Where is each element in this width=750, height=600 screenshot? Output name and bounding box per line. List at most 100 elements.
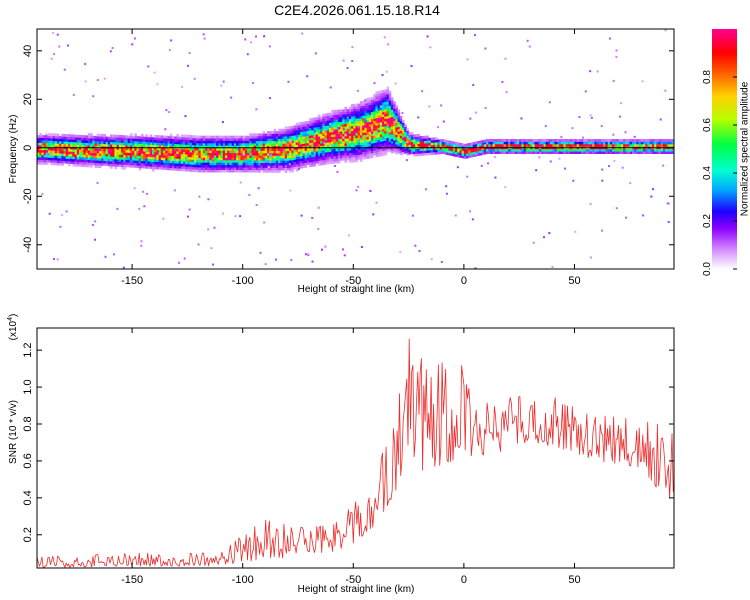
heatmap-speckle: [289, 189, 292, 192]
heatmap-cell: [198, 138, 202, 141]
heatmap-cell: [428, 147, 432, 151]
heatmap-cell: [207, 159, 210, 163]
heatmap-cell: [207, 135, 210, 139]
heatmap-cell: [67, 153, 71, 157]
heatmap-cell: [154, 161, 157, 165]
heatmap-cell: [311, 142, 314, 145]
heatmap-cell: [222, 150, 226, 154]
heatmap-cell: [101, 133, 104, 137]
heatmap-cell: [669, 148, 673, 152]
spectrogram-frame: [36, 28, 675, 270]
heatmap-cell: [242, 142, 246, 146]
heatmap-cell: [41, 140, 45, 143]
heatmap-cell: [81, 154, 84, 158]
heatmap-cell: [39, 144, 42, 148]
heatmap-cell: [625, 141, 628, 145]
heatmap-cell: [54, 143, 58, 146]
heatmap-cell: [388, 115, 392, 118]
heatmap-cell: [408, 132, 412, 136]
heatmap-cell: [275, 131, 279, 134]
heatmap-speckle: [287, 80, 290, 83]
heatmap-cell: [103, 148, 106, 152]
heatmap-cell: [284, 155, 288, 159]
heatmap-cell: [625, 143, 628, 147]
heatmap-cell: [156, 135, 160, 138]
heatmap-cell: [353, 108, 356, 112]
heatmap-cell: [390, 111, 394, 115]
heatmap-cell: [180, 161, 184, 164]
heatmap-cell: [101, 153, 104, 157]
colorbar: 0.00.20.40.60.8 Normalized spectral ampl…: [702, 29, 750, 276]
heatmap-cell: [140, 143, 144, 147]
heatmap-cell: [554, 151, 558, 154]
heatmap-cell: [163, 162, 166, 166]
heatmap-cell: [388, 131, 392, 135]
heatmap-cell: [302, 121, 306, 125]
heatmap-cell: [54, 138, 58, 142]
heatmap-cell: [587, 139, 591, 142]
heatmap-cell: [552, 151, 555, 154]
heatmap-cell: [671, 141, 674, 145]
heatmap-cell: [145, 158, 148, 162]
heatmap-cell: [424, 140, 427, 144]
heatmap-cell: [114, 141, 118, 145]
heatmap-cell: [346, 143, 350, 146]
heatmap-cell: [267, 150, 270, 154]
heatmap-cell: [134, 143, 137, 147]
heatmap-cell: [413, 148, 416, 152]
heatmap-cell: [337, 112, 341, 115]
heatmap-cell: [335, 121, 339, 125]
heatmap-cell: [185, 151, 188, 155]
heatmap-cell: [251, 167, 255, 171]
heatmap-cell: [426, 152, 429, 156]
heatmap-cell: [220, 157, 224, 161]
heatmap-cell: [574, 141, 578, 145]
heatmap-cell: [227, 138, 230, 141]
heatmap-cell: [512, 141, 516, 145]
heatmap-cell: [94, 148, 98, 151]
heatmap-cell: [596, 141, 600, 145]
heatmap-cell: [309, 125, 312, 129]
heatmap-cell: [50, 159, 53, 163]
heatmap-cell: [116, 146, 120, 150]
heatmap-cell: [200, 167, 204, 170]
heatmap-cell: [194, 162, 197, 165]
heatmap-cell: [631, 151, 635, 154]
heatmap-cell: [79, 134, 82, 138]
heatmap-cell: [125, 135, 129, 139]
heatmap-cell: [244, 169, 248, 173]
heatmap-cell: [211, 142, 215, 146]
heatmap-cell: [207, 145, 210, 149]
heatmap-cell: [76, 154, 80, 158]
heatmap-cell: [309, 140, 312, 143]
heatmap-cell: [244, 145, 248, 149]
heatmap-cell: [302, 131, 306, 135]
heatmap-cell: [512, 139, 516, 142]
heatmap-cell: [589, 141, 593, 145]
heatmap-cell: [625, 151, 628, 154]
heatmap-cell: [59, 162, 62, 166]
heatmap-cell: [123, 140, 126, 143]
heatmap-cell: [649, 139, 653, 142]
heatmap-cell: [337, 114, 341, 118]
heatmap-cell: [574, 143, 578, 147]
heatmap-cell: [395, 139, 398, 143]
heatmap-cell: [399, 125, 403, 129]
heatmap-cell: [65, 143, 69, 147]
heatmap-cell: [344, 155, 348, 159]
heatmap-cell: [320, 128, 323, 132]
heatmap-cell: [355, 135, 359, 139]
heatmap-cell: [331, 119, 334, 123]
heatmap-cell: [37, 152, 40, 155]
heatmap-cell: [262, 150, 266, 154]
heatmap-cell: [236, 169, 239, 173]
heatmap-cell: [225, 150, 228, 154]
heatmap-cell: [304, 155, 308, 159]
heatmap-cell: [297, 161, 301, 164]
heatmap-cell: [101, 150, 104, 154]
heatmap-cell: [176, 155, 179, 159]
heatmap-cell: [109, 153, 113, 157]
heatmap-cell: [561, 143, 564, 147]
heatmap-cell: [370, 97, 374, 100]
heatmap-cell: [59, 148, 62, 152]
